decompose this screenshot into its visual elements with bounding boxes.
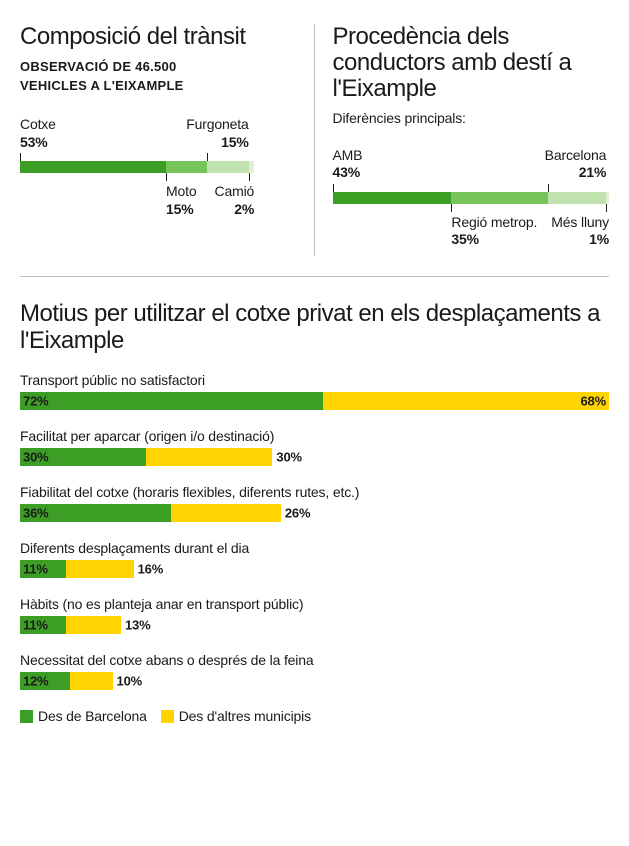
stack-label: Moto15% [166,183,196,218]
stack-label: Regió metrop.35% [451,214,537,249]
stack-segment [606,192,609,204]
reasons-list: Transport públic no satisfactori 72%68% Fa… [20,372,609,690]
reason-bar-other: 10% [70,672,112,690]
reason-bar-other: 13% [66,616,121,634]
legend-label-barcelona: Des de Barcelona [38,708,147,724]
stack-segment [20,161,166,173]
reason-row: Necessitat del cotxe abans o després de … [20,652,609,690]
origin-chart: AMB43% Barcelona21% Regió metrop.35% Més l… [333,140,610,256]
reason-label: Fiabilitat del cotxe (horaris flexibles,… [20,484,609,500]
reasons-section: Motius per utilitzar el cotxe privat en … [20,301,609,725]
reason-label: Diferents desplaçaments durant el dia [20,540,609,556]
reason-bar: 72%68% [20,392,609,410]
composition-subhead-1: OBSERVACIÓ DE 46.500 [20,58,296,76]
stack-segment [207,161,248,173]
reason-bar-barcelona: 12% [20,672,70,690]
stack-label: Camió2% [215,183,255,218]
reason-label: Hàbits (no es planteja anar en transport… [20,596,609,612]
composition-panel: Composició del trànsit OBSERVACIÓ DE 46.… [20,24,315,256]
stack-label: AMB43% [333,147,363,182]
stack-segment [548,192,606,204]
reason-bar: 11%16% [20,560,609,578]
reason-bar-other: 30% [146,448,272,466]
stack-segment [333,192,452,204]
reason-bar-barcelona: 11% [20,560,66,578]
reason-row: Facilitat per aparcar (origen i/o destin… [20,428,609,466]
composition-title: Composició del trànsit [20,24,296,50]
stack-segment [254,161,295,173]
reason-label: Transport públic no satisfactori [20,372,609,388]
reason-label: Facilitat per aparcar (origen i/o destin… [20,428,609,444]
reason-row: Hàbits (no es planteja anar en transport… [20,596,609,634]
stack-label: Furgoneta15% [186,116,248,151]
reason-bar: 11%13% [20,616,609,634]
legend: Des de Barcelona Des d'altres municipis [20,708,609,724]
reason-bar: 36%26% [20,504,609,522]
reason-bar-barcelona: 72% [20,392,323,410]
reason-bar-barcelona: 30% [20,448,146,466]
top-panels: Composició del trànsit OBSERVACIÓ DE 46.… [20,24,609,277]
reason-row: Fiabilitat del cotxe (horaris flexibles,… [20,484,609,522]
reason-bar-other: 26% [171,504,280,522]
legend-item-barcelona: Des de Barcelona [20,708,147,724]
reason-bar: 30%30% [20,448,609,466]
legend-item-other: Des d'altres municipis [161,708,311,724]
reason-row: Diferents desplaçaments durant el dia 11%… [20,540,609,578]
reason-bar-other: 68% [323,392,609,410]
reason-label: Necessitat del cotxe abans o després de … [20,652,609,668]
composition-subhead-2: VEHICLES A L'EIXAMPLE [20,77,296,95]
reason-bar-barcelona: 36% [20,504,171,522]
stack-label: Cotxe53% [20,116,56,151]
origin-title: Procedència dels conductors amb destí a … [333,24,610,102]
origin-panel: Procedència dels conductors amb destí a … [315,24,610,256]
stack-segment [166,161,207,173]
reason-row: Transport públic no satisfactori 72%68% [20,372,609,410]
reason-bar-barcelona: 11% [20,616,66,634]
origin-subhead: Diferències principals: [333,110,610,126]
composition-chart: Cotxe53% Furgoneta15% Moto15% Camió2% [20,109,296,225]
legend-label-other: Des d'altres municipis [179,708,311,724]
legend-swatch-barcelona [20,710,33,723]
reason-bar-other: 16% [66,560,133,578]
reasons-title: Motius per utilitzar el cotxe privat en … [20,301,609,355]
legend-swatch-other [161,710,174,723]
reason-bar: 12%10% [20,672,609,690]
stack-label: Més lluny1% [551,214,609,249]
stack-label: Barcelona21% [545,147,607,182]
stack-segment [451,192,548,204]
